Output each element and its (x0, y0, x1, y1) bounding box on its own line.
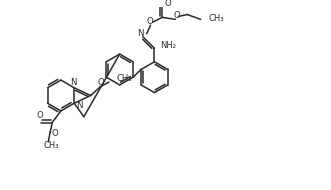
Text: N: N (70, 78, 76, 87)
Text: O: O (52, 129, 59, 138)
Text: CH₃: CH₃ (117, 74, 132, 83)
Text: CH₃: CH₃ (209, 14, 224, 23)
Text: N: N (76, 101, 82, 110)
Text: O: O (165, 0, 171, 8)
Text: O: O (146, 17, 153, 26)
Text: O: O (36, 111, 43, 120)
Text: NH₂: NH₂ (160, 41, 176, 50)
Text: O: O (98, 78, 105, 87)
Text: N: N (137, 29, 143, 38)
Text: CH₃: CH₃ (43, 141, 59, 150)
Text: O: O (173, 11, 180, 20)
